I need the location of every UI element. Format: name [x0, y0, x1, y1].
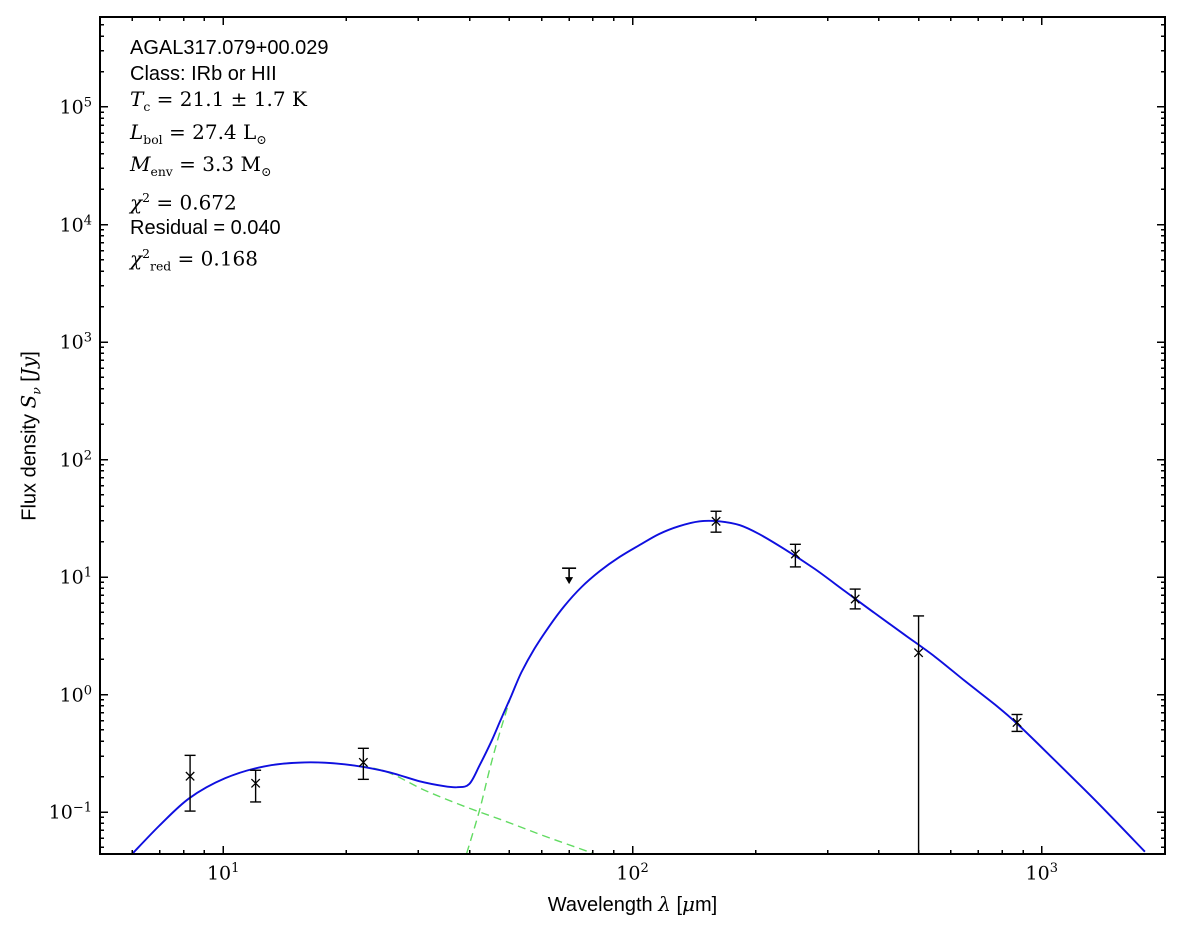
x-marker: [711, 516, 721, 526]
best-fit-model-total--curve: [130, 519, 1146, 854]
x-marker: [185, 771, 195, 781]
warm-component-curve: [131, 761, 597, 854]
x-marker: [358, 757, 369, 768]
data-point: [849, 588, 861, 610]
upper-limit-marker: [562, 567, 577, 585]
x-marker: [250, 778, 261, 788]
data-point: [913, 615, 925, 854]
x-marker: [850, 594, 860, 604]
data-point: [357, 747, 369, 781]
ticks-layer: [100, 17, 1165, 854]
data-point: [184, 754, 196, 812]
data-point: [1011, 713, 1023, 733]
curves-layer: [130, 519, 1146, 854]
x-marker: [790, 549, 801, 559]
x-marker: [913, 648, 924, 658]
axes-frame: [99, 16, 1166, 855]
data-point: [789, 543, 801, 568]
data-point: [710, 510, 722, 533]
data-point: [250, 769, 262, 803]
x-marker: [1012, 717, 1022, 728]
data-points-layer: [184, 510, 1023, 854]
cold-component-curve: [465, 520, 1146, 854]
